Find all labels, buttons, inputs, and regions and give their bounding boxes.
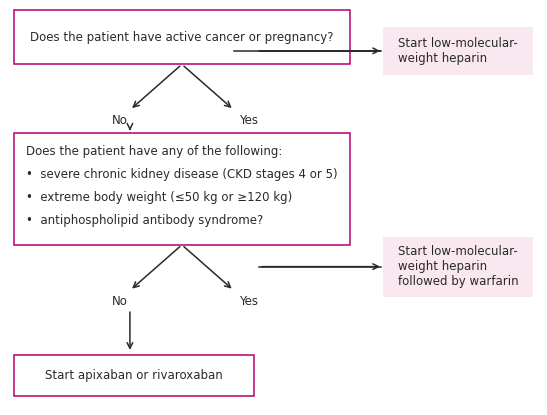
Text: Does the patient have active cancer or pregnancy?: Does the patient have active cancer or p… [30, 31, 334, 44]
FancyBboxPatch shape [383, 237, 533, 297]
FancyBboxPatch shape [14, 10, 350, 64]
Text: Yes: Yes [240, 114, 258, 127]
Text: Start apixaban or rivaroxaban: Start apixaban or rivaroxaban [45, 369, 223, 382]
Text: No: No [112, 114, 128, 127]
Text: Yes: Yes [240, 295, 258, 308]
Text: •  extreme body weight (≤50 kg or ≥120 kg): • extreme body weight (≤50 kg or ≥120 kg… [26, 191, 292, 204]
Text: No: No [112, 295, 128, 308]
FancyBboxPatch shape [14, 355, 254, 396]
Text: •  severe chronic kidney disease (CKD stages 4 or 5): • severe chronic kidney disease (CKD sta… [26, 168, 337, 181]
FancyBboxPatch shape [383, 27, 533, 75]
Text: Does the patient have any of the following:: Does the patient have any of the followi… [26, 145, 282, 158]
FancyBboxPatch shape [14, 133, 350, 245]
Text: Start low-molecular-
weight heparin: Start low-molecular- weight heparin [398, 37, 518, 65]
Text: Start low-molecular-
weight heparin
followed by warfarin: Start low-molecular- weight heparin foll… [398, 245, 519, 288]
Text: •  antiphospholipid antibody syndrome?: • antiphospholipid antibody syndrome? [26, 214, 263, 227]
